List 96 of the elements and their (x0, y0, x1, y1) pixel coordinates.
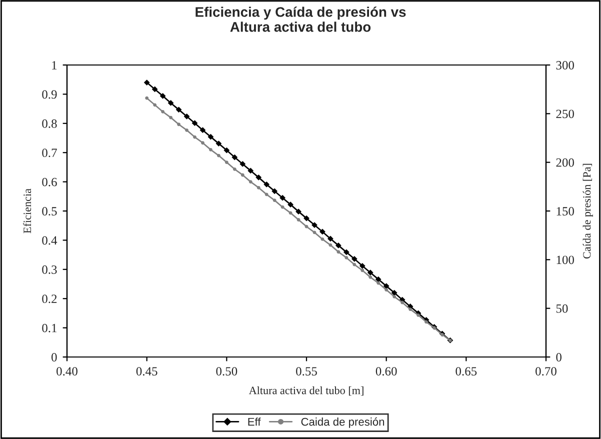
point (367, 270, 374, 276)
y2-tick-label: 50 (556, 304, 568, 313)
point (216, 154, 220, 158)
point (177, 122, 180, 126)
point (408, 308, 412, 312)
point (360, 268, 364, 272)
point (400, 300, 404, 304)
point (161, 110, 164, 114)
point (256, 186, 260, 190)
point (320, 228, 326, 235)
y-tick-label: 0 (52, 353, 57, 362)
y2-tick-label: 300 (556, 61, 574, 70)
y2-tick-label: 250 (556, 110, 574, 118)
y2-axis-title: Caída de presión [Pa] (582, 164, 593, 259)
y-tick-label: 0.1 (42, 324, 57, 332)
x-tick-label: 0.70 (536, 367, 556, 376)
point (280, 205, 284, 209)
point (152, 86, 158, 92)
point (280, 194, 286, 201)
point (224, 160, 228, 164)
y-tick-label: 0.7 (42, 148, 57, 158)
point (168, 100, 174, 106)
point (328, 236, 334, 242)
point (384, 288, 388, 292)
point (160, 93, 166, 99)
point (192, 120, 198, 126)
point (201, 141, 204, 145)
point (240, 173, 244, 177)
point (272, 188, 278, 194)
point (232, 167, 236, 171)
point (296, 208, 302, 215)
point (304, 215, 310, 222)
y-tick-label: 0.9 (42, 90, 57, 99)
y-tick-label: 0.2 (42, 294, 57, 304)
point (391, 290, 398, 296)
x-axis-title: Altura activa del tubo [m] (248, 386, 364, 396)
point (424, 320, 428, 324)
point (184, 113, 190, 120)
point (416, 313, 420, 317)
point (272, 198, 276, 202)
point (343, 249, 350, 256)
y-tick-label: 0.5 (42, 207, 57, 216)
x-tick-label: 0.50 (216, 367, 238, 376)
point (248, 168, 254, 174)
point (144, 80, 150, 86)
point (368, 275, 372, 279)
point (185, 128, 188, 132)
x-tick-label: 0.60 (376, 367, 397, 376)
point (153, 103, 157, 107)
point (248, 180, 252, 184)
y-tick-label: 0.8 (42, 119, 57, 128)
point (224, 147, 230, 154)
point (376, 281, 380, 285)
point (145, 96, 149, 100)
point (351, 256, 358, 262)
chart-title: Eficiencia y Caída de presión vs Altura activa del tubo (196, 6, 406, 32)
point (296, 218, 300, 222)
x-tick-label: 0.65 (456, 367, 477, 376)
x-tick-label: 0.45 (136, 367, 158, 376)
point (352, 262, 356, 266)
y2-tick-label: 0 (556, 353, 562, 362)
y2-tick-label: 100 (556, 256, 574, 264)
point (200, 127, 206, 134)
point (392, 294, 396, 298)
y-tick-label: 0.3 (42, 265, 57, 274)
point (383, 283, 390, 289)
point (232, 154, 238, 160)
point (264, 181, 270, 188)
point (312, 230, 316, 234)
point (344, 256, 348, 260)
point (336, 250, 340, 254)
point (256, 174, 262, 180)
point (216, 140, 222, 146)
point (432, 326, 436, 330)
point (288, 202, 294, 208)
point (208, 134, 214, 140)
x-tick-label: 0.55 (296, 367, 317, 376)
y2-tick-label: 200 (556, 158, 574, 167)
y-axis-title: Eficiencia (23, 188, 32, 234)
point (264, 192, 268, 196)
y-tick-label: 1 (52, 61, 57, 70)
point (359, 262, 366, 269)
point (320, 238, 324, 241)
point (169, 116, 172, 120)
point (335, 242, 342, 248)
y-tick-label: 0.4 (42, 236, 58, 245)
x-tick-label: 0.40 (56, 367, 78, 376)
legend-label: Caida de presión (301, 417, 384, 428)
y2-tick-label: 150 (556, 207, 574, 216)
legend-label: Eff (248, 418, 261, 426)
point (176, 106, 182, 113)
point (209, 148, 212, 152)
y-tick-label: 0.6 (42, 178, 57, 186)
point (193, 135, 196, 139)
point (328, 243, 332, 247)
point (240, 161, 246, 167)
